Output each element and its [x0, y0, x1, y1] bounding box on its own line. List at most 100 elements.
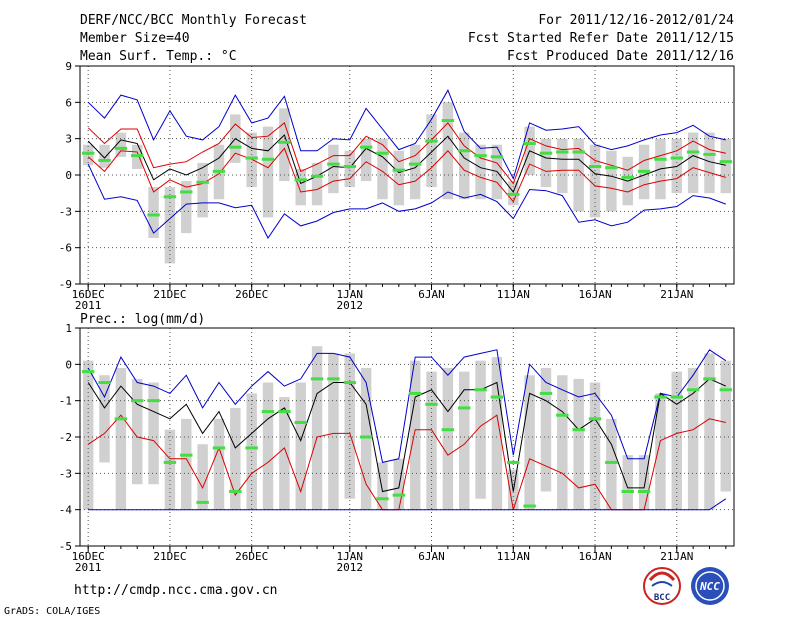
temp-spread-box: [704, 132, 715, 194]
prec-xtick-label: 21JAN: [660, 550, 693, 563]
prec-median-marker: [637, 490, 651, 493]
temp-median-marker: [572, 150, 585, 154]
prec-spread-box: [655, 393, 666, 510]
temp-median-marker: [654, 157, 667, 161]
prec-spread-box: [360, 367, 372, 510]
temp-median-marker: [605, 166, 618, 170]
prec-xtick-label: 11JAN: [497, 550, 530, 563]
temp-median-marker: [163, 195, 177, 199]
temp-median-marker: [588, 165, 602, 169]
temp-median-marker: [196, 180, 209, 184]
prec-median-marker: [359, 435, 373, 439]
prec-spread-box: [311, 346, 323, 510]
temp-median-marker: [556, 150, 569, 154]
prec-median-marker: [703, 377, 716, 381]
prec-spread-box: [344, 353, 356, 499]
prec-spread-box: [589, 382, 601, 510]
temp-median-marker: [392, 168, 406, 172]
temp-spread-box: [458, 132, 470, 200]
prec-ytick-label: -1: [59, 395, 72, 408]
prec-median-marker: [408, 391, 422, 395]
prec-spread-box: [164, 429, 176, 510]
temp-xtick-label: 11JAN: [497, 288, 530, 301]
prec-line-mean: [87, 378, 727, 493]
temp-median-marker: [327, 162, 340, 166]
prec-spread-box: [606, 418, 617, 510]
prec-spread-box: [540, 367, 552, 492]
temp-spread-box: [99, 144, 110, 168]
temp-median-marker: [376, 151, 389, 155]
prec-median-marker: [180, 453, 193, 457]
temp-median-marker: [229, 145, 242, 149]
prec-median-marker: [343, 381, 356, 384]
temp-spread-box: [687, 132, 699, 194]
prec-spread-box: [246, 393, 257, 510]
temp-xtick-year: 2012: [337, 299, 364, 312]
prec-ytick-label: 0: [65, 358, 72, 371]
prec-median-marker: [392, 493, 406, 497]
temp-median-marker: [523, 142, 536, 146]
prec-xtick-year: 2011: [75, 561, 102, 574]
temp-spread-box: [540, 138, 552, 188]
prec-spread-box: [622, 455, 633, 510]
prec-median-marker: [81, 370, 95, 374]
prec-median-marker: [163, 460, 177, 464]
prec-spread-box: [704, 353, 715, 510]
temp-spread-box: [148, 187, 159, 238]
temp-ytick-label: -9: [59, 278, 72, 291]
temp-median-marker: [703, 152, 716, 156]
temp-median-marker: [278, 140, 291, 144]
temp-spread-box: [344, 150, 356, 188]
source-url[interactable]: http://cmdp.ncc.cma.gov.cn: [74, 583, 278, 598]
temp-line-outer-low: [87, 163, 726, 239]
prec-spread-box: [491, 357, 503, 510]
prec-spread-box: [409, 360, 421, 510]
temp-xtick-label: 21DEC: [153, 288, 186, 301]
refer-date: Fcst Started Refer Date 2011/12/15: [468, 31, 734, 46]
temp-median-marker: [114, 146, 128, 150]
temp-spread-box: [246, 132, 257, 188]
prec-median-marker: [523, 504, 536, 508]
forecast-period: For 2011/12/16-2012/01/24: [538, 13, 734, 28]
prec-ytick-label: -2: [59, 431, 72, 444]
prec-spread-box: [720, 360, 732, 492]
prec-median-marker: [507, 460, 520, 464]
prec-median-marker: [245, 446, 258, 450]
temp-median-marker: [359, 145, 373, 149]
ncc-logo: NCC: [691, 567, 729, 605]
prec-spread-box: [181, 418, 192, 510]
temp-ytick-label: -3: [59, 205, 72, 218]
prec-median-marker: [425, 402, 438, 406]
temp-ytick-label: 9: [65, 60, 72, 73]
prec-line-outer-high: [87, 349, 727, 463]
temp-xtick-label: 6JAN: [418, 288, 445, 301]
prec-spread-box: [393, 458, 405, 510]
temp-ytick-label: 6: [65, 96, 72, 109]
temp-line-inner-low: [87, 147, 726, 203]
temp-spread-box: [164, 187, 176, 264]
temp-median-marker: [686, 150, 700, 154]
temp-spread-box: [262, 126, 274, 218]
prec-spread-box: [328, 353, 339, 510]
prec-median-marker: [294, 420, 307, 424]
temp-spread-box: [115, 132, 127, 157]
prec-median-marker: [131, 399, 144, 403]
prec-median-marker: [212, 446, 226, 450]
prec-median-marker: [539, 391, 553, 395]
prec-median-marker: [114, 417, 128, 421]
prec-median-marker: [572, 428, 585, 432]
prec-spread-box: [557, 375, 568, 510]
prec-median-marker: [686, 388, 700, 392]
prec-spread-box: [262, 382, 274, 510]
temp-ytick-label: 0: [65, 169, 72, 182]
temp-spread-box: [573, 138, 584, 212]
prec-median-marker: [229, 490, 242, 493]
temp-median-marker: [408, 162, 422, 166]
temp-spread-box: [82, 144, 94, 166]
member-size: Member Size=40: [80, 31, 190, 46]
prec-xtick-label: 21DEC: [153, 550, 186, 563]
temp-spread-box: [279, 108, 290, 182]
